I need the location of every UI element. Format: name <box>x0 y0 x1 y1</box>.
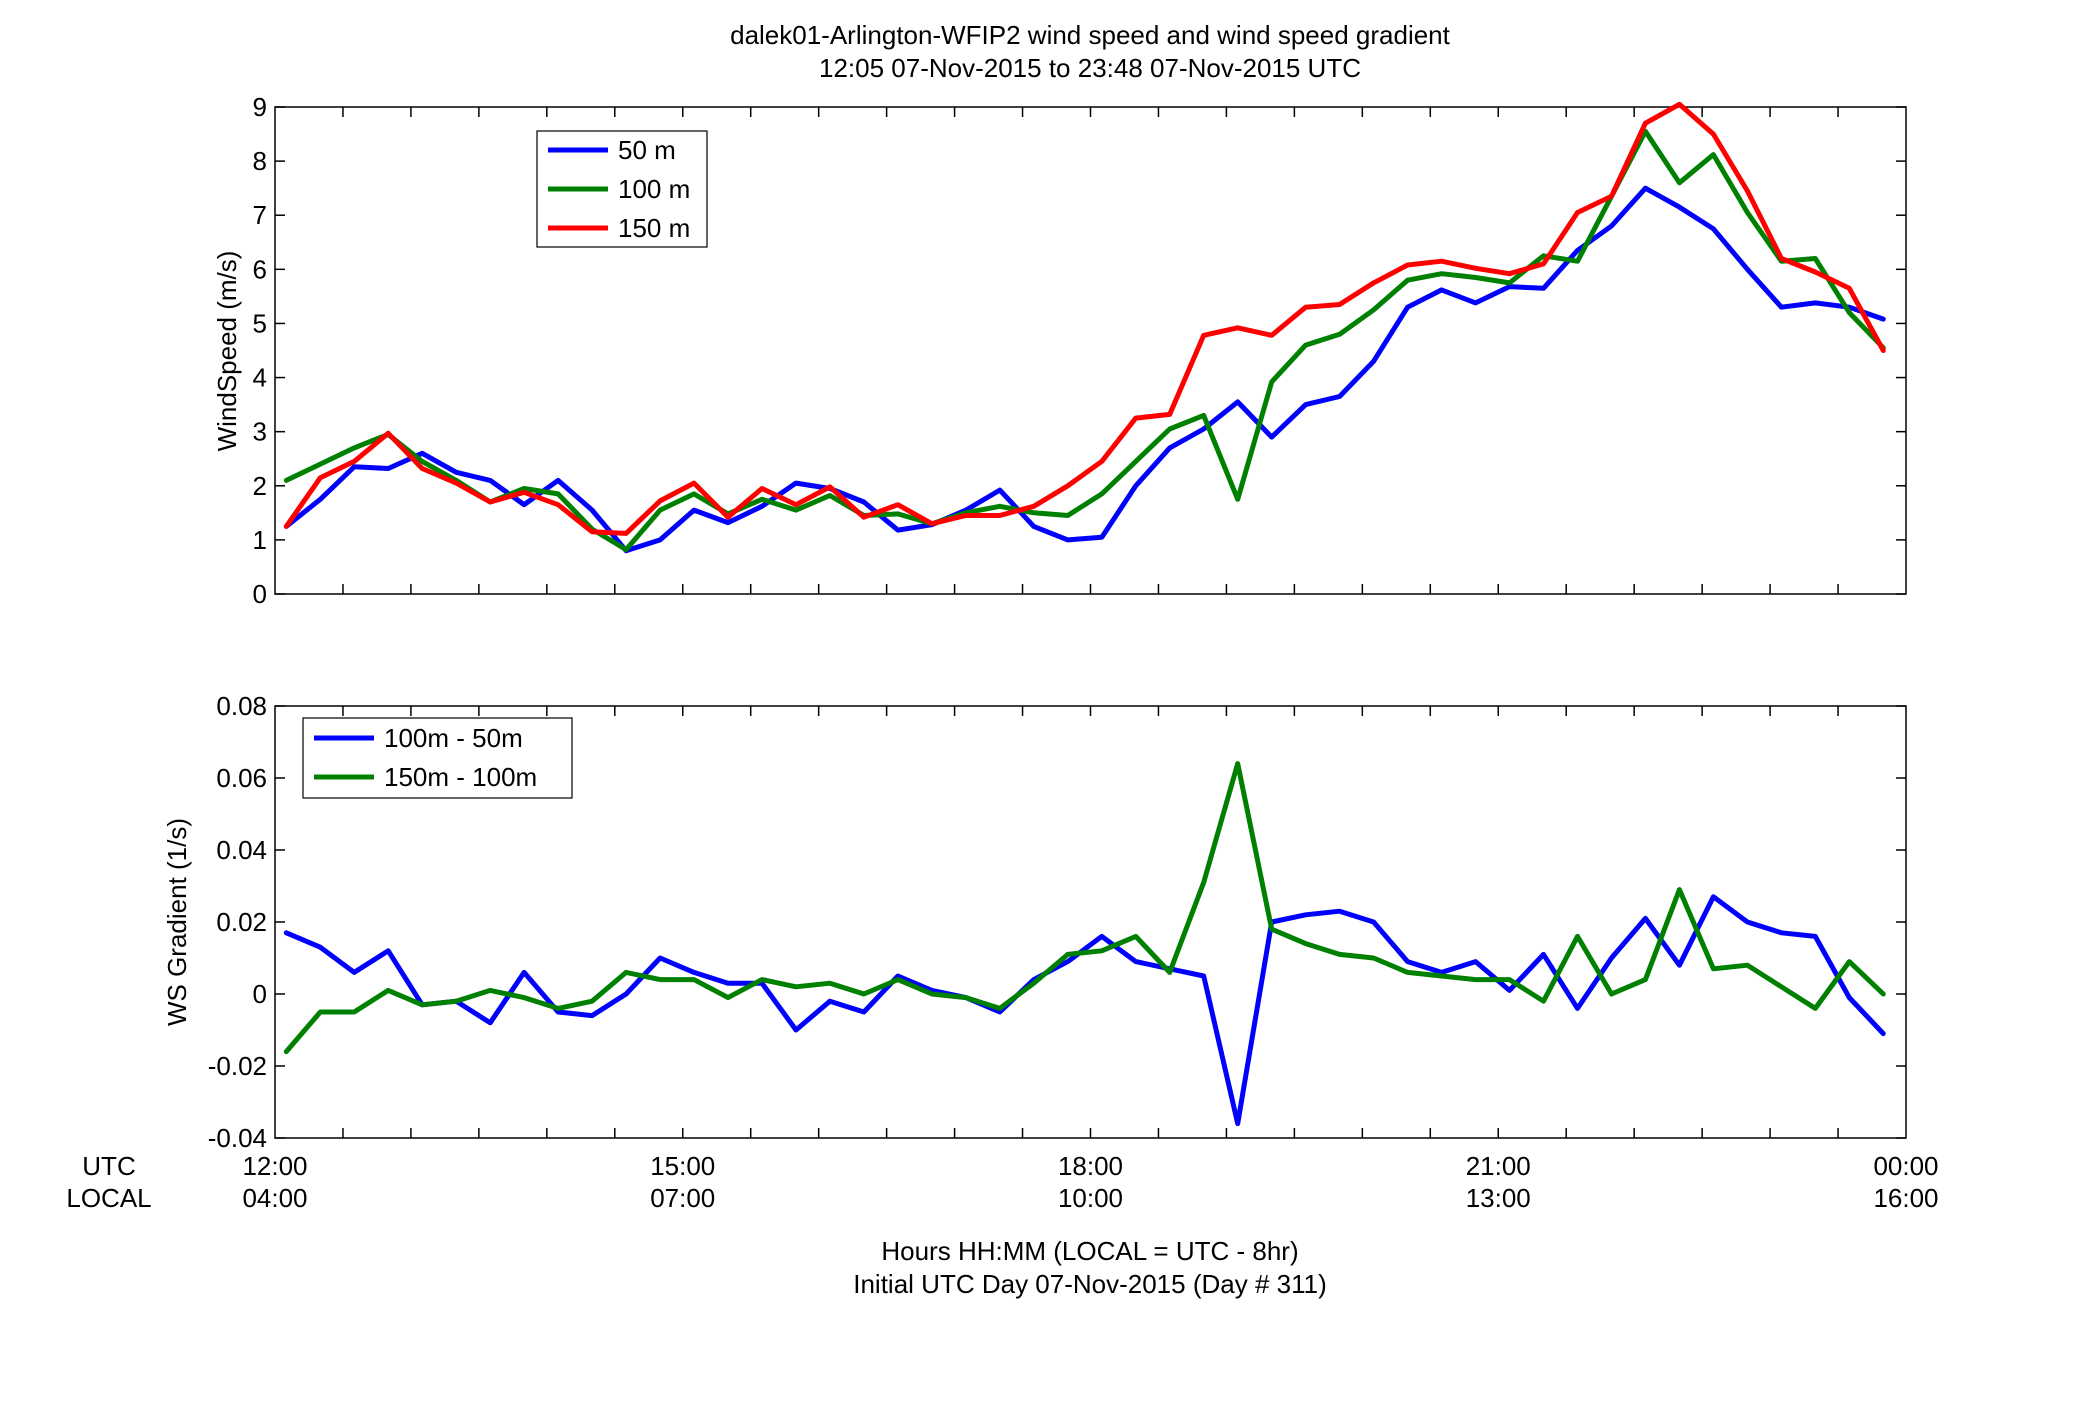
gradient-x-ticks <box>342 706 1839 1138</box>
x-tick-label-local: 10:00 <box>1058 1183 1123 1213</box>
x-tick-label-utc: 15:00 <box>650 1151 715 1181</box>
windspeed-legend[interactable]: 50 m 100 m 150 m <box>536 130 708 248</box>
gradient-ytick-label: -0.02 <box>208 1051 267 1081</box>
x-tick-label-utc: 00:00 <box>1873 1151 1938 1181</box>
windspeed-axes: 0 1 2 3 4 5 6 7 8 9 WindSpeed (m/s) 50 m 100 m 15… <box>212 92 1907 609</box>
x-tick-label-local: 13:00 <box>1466 1183 1531 1213</box>
gradient-ytick-label: 0 <box>253 979 267 1009</box>
windspeed-ytick-label: 2 <box>253 471 267 501</box>
gradient-series-group <box>283 761 1886 1127</box>
xlabel-line2: Initial UTC Day 07-Nov-2015 (Day # 311) <box>853 1269 1326 1299</box>
gradient-ytick-label: 0.02 <box>216 907 267 937</box>
windspeed-ytick-label: 4 <box>253 363 267 393</box>
gradient-axes: -0.04 -0.02 0 0.02 0.04 0.06 0.08 WS Gradient … <box>162 691 1907 1153</box>
windspeed-series-0 <box>283 185 1886 554</box>
windspeed-plot-box <box>274 106 1907 595</box>
windspeed-ylabel: WindSpeed (m/s) <box>212 251 242 452</box>
gradient-legend-box <box>302 717 573 799</box>
gradient-ylabel: WS Gradient (1/s) <box>162 818 192 1026</box>
x-tick-label-local: 07:00 <box>650 1183 715 1213</box>
gradient-ytick-label: -0.04 <box>208 1123 267 1153</box>
row-label-utc: UTC <box>82 1151 135 1181</box>
x-tick-label-utc: 21:00 <box>1466 1151 1531 1181</box>
windspeed-ytick-label: 3 <box>253 417 267 447</box>
windspeed-ytick-label: 9 <box>253 92 267 122</box>
gradient-ytick-label: 0.04 <box>216 835 267 865</box>
windspeed-ytick-label: 5 <box>253 308 267 338</box>
windspeed-ytick-label: 0 <box>253 579 267 609</box>
windspeed-series-2 <box>283 101 1886 536</box>
gradient-ytick-label: 0.08 <box>216 691 267 721</box>
gradient-series-1 <box>283 761 1886 1055</box>
x-tick-label-local: 04:00 <box>242 1183 307 1213</box>
x-tick-label-utc: 12:00 <box>242 1151 307 1181</box>
row-label-local: LOCAL <box>66 1183 151 1213</box>
windspeed-series-group <box>283 101 1886 554</box>
windspeed-ytick-label: 7 <box>253 200 267 230</box>
gradient-legend[interactable]: 100m - 50m 150m - 100m <box>302 717 573 799</box>
legend-label-100m-50m: 100m - 50m <box>384 723 523 753</box>
windspeed-y-ticks: 0 1 2 3 4 5 6 7 8 9 <box>253 92 1906 609</box>
x-tick-label-utc: 18:00 <box>1058 1151 1123 1181</box>
x-tick-label-local: 16:00 <box>1873 1183 1938 1213</box>
figure-title-line2: 12:05 07-Nov-2015 to 23:48 07-Nov-2015 U… <box>819 53 1361 83</box>
gradient-y-ticks: -0.04 -0.02 0 0.02 0.04 0.06 0.08 <box>208 691 1906 1153</box>
windspeed-ytick-label: 6 <box>253 254 267 284</box>
windspeed-ytick-label: 1 <box>253 525 267 555</box>
windspeed-ytick-label: 8 <box>253 146 267 176</box>
legend-label-100m: 100 m <box>618 174 690 204</box>
legend-label-50m: 50 m <box>618 135 676 165</box>
legend-label-150m-100m: 150m - 100m <box>384 762 537 792</box>
gradient-ytick-label: 0.06 <box>216 763 267 793</box>
windspeed-x-ticks <box>342 107 1839 594</box>
figure-title-line1: dalek01-Arlington-WFIP2 wind speed and w… <box>730 20 1451 50</box>
xlabel-line1: Hours HH:MM (LOCAL = UTC - 8hr) <box>881 1236 1298 1266</box>
legend-label-150m: 150 m <box>618 213 690 243</box>
